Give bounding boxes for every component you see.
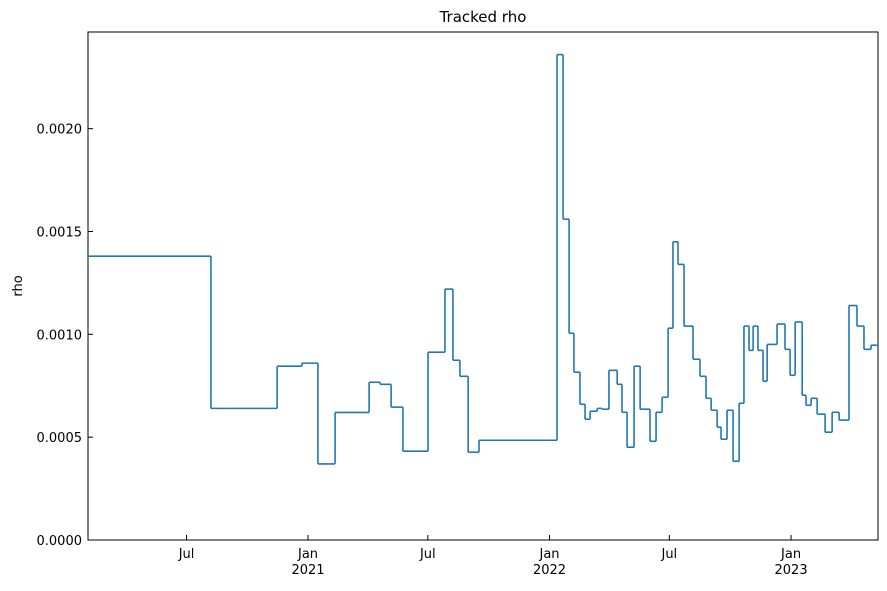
x-tick-label: Jul — [660, 547, 677, 562]
y-tick-label: 0.0020 — [37, 123, 83, 138]
chart-title: Tracked rho — [439, 8, 527, 26]
x-tick-label: Jan 2021 — [291, 547, 324, 578]
y-tick-label: 0.0015 — [37, 225, 83, 240]
plot-frame — [87, 31, 879, 541]
y-tick-label: 0.0000 — [37, 534, 83, 549]
x-tick-label: Jul — [178, 547, 195, 562]
y-axis-label: rho — [11, 275, 26, 296]
x-tick-label: Jul — [419, 547, 436, 562]
x-tick-label: Jan 2022 — [533, 547, 566, 578]
x-tick-label: Jan 2023 — [775, 547, 808, 578]
y-tick-label: 0.0010 — [37, 328, 83, 343]
y-tick-label: 0.0005 — [37, 431, 83, 446]
